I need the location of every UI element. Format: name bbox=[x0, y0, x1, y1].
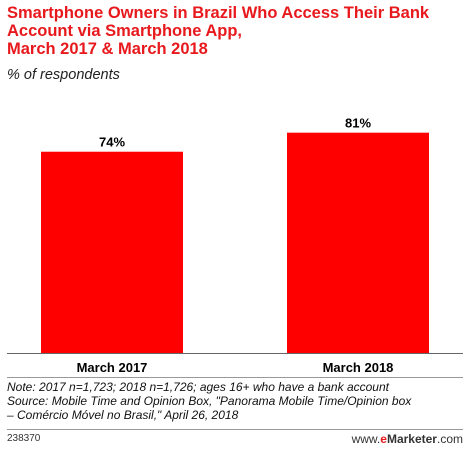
chart-title-line-1: Smartphone Owners in Brazil Who Access T… bbox=[7, 4, 430, 22]
note-text: Note: 2017 n=1,723; 2018 n=1,726; ages 1… bbox=[7, 380, 389, 394]
category-label-2: March 2018 bbox=[323, 360, 394, 375]
bar-2 bbox=[287, 132, 429, 353]
bar-1 bbox=[41, 151, 183, 353]
bar-value-label-1: 74% bbox=[99, 135, 125, 150]
chart-id: 238370 bbox=[7, 433, 41, 444]
chart-notes: Note: 2017 n=1,723; 2018 n=1,726; ages 1… bbox=[7, 380, 467, 422]
chart-title: Smartphone Owners in Brazil Who Access T… bbox=[7, 4, 467, 58]
emarketer-logo: www.eMarketer.com bbox=[352, 432, 463, 446]
chart-title-line-2: Account via Smartphone App, bbox=[7, 22, 242, 40]
notes-top-divider bbox=[7, 377, 463, 378]
source-text-line-1: Source: Mobile Time and Opinion Box, "Pa… bbox=[7, 394, 412, 408]
footer-divider bbox=[7, 429, 463, 430]
brand-name: Marketer bbox=[386, 432, 437, 446]
chart-subtitle: % of respondents bbox=[7, 67, 120, 83]
chart-title-line-3: March 2017 & March 2018 bbox=[7, 40, 208, 58]
brand-e: e bbox=[380, 432, 387, 446]
source-text-line-2: – Comércio Móvel no Brasil," April 26, 2… bbox=[7, 408, 239, 422]
brand-suffix: .com bbox=[436, 432, 463, 446]
category-label-1: March 2017 bbox=[77, 360, 148, 375]
bar-value-label-2: 81% bbox=[345, 116, 371, 131]
bar-chart: 74% March 2017 81% March 2018 bbox=[7, 116, 463, 375]
brand-prefix: www. bbox=[351, 432, 381, 446]
